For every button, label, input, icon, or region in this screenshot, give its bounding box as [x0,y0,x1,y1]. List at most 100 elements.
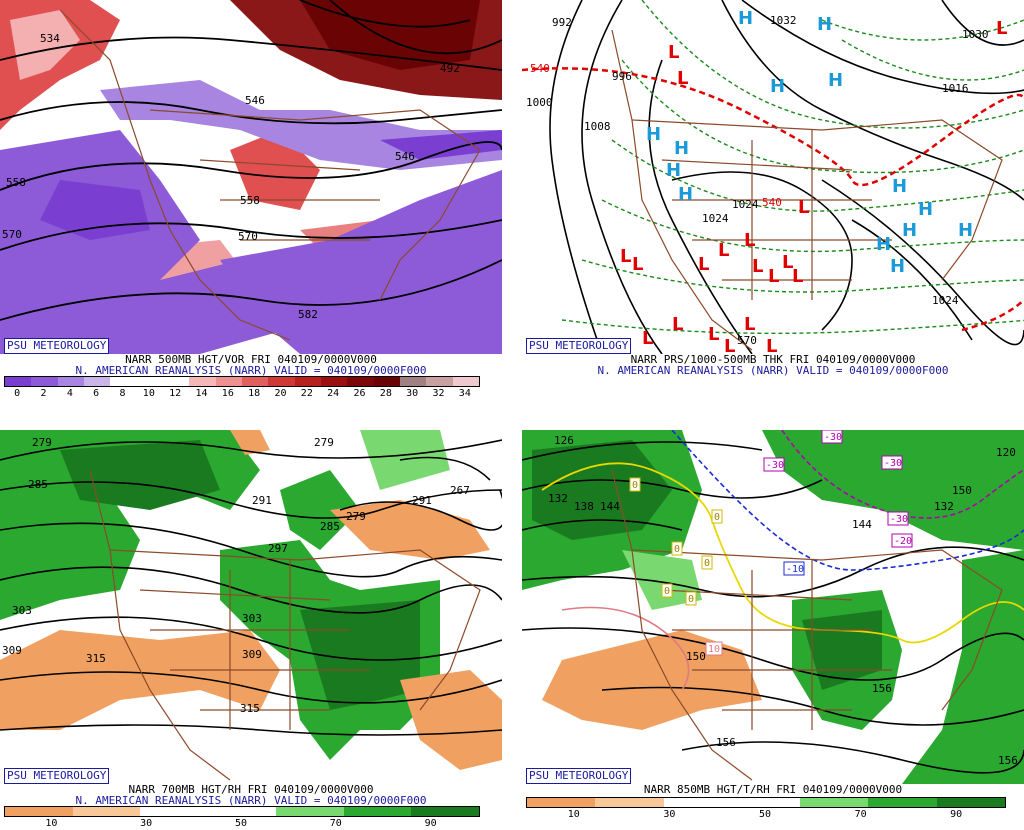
low-pressure-mark: L [620,246,631,267]
colorbar-swatch [343,807,412,816]
panel-caption: NARR PRS/1000-500MB THK FRI 040109/0000V… [630,353,916,366]
colorbar-tick: 70 [329,818,342,829]
high-pressure-mark: H [817,14,832,35]
temp-label: -20 [894,536,912,547]
low-pressure-mark: L [698,254,709,275]
colorbar-swatch [294,377,321,386]
contour-label: 279 [346,510,366,523]
colorbar-swatch [275,807,344,816]
low-pressure-mark: L [744,314,755,335]
contour-label: 315 [240,702,260,715]
colorbar-swatch [162,377,190,386]
contour-label: 492 [440,62,460,75]
contour-label: 1008 [584,120,611,133]
contour-label: 309 [2,644,22,657]
pressure-labels: 992 1032 1000 1008 1024 1024 1024 540 54… [526,14,989,347]
temp-label: 0 [674,544,680,555]
coastlines [611,469,1003,781]
low-pressure-mark: L [792,266,803,287]
colorbar-tick: 8 [119,388,126,399]
contour-label: 285 [28,478,48,491]
temp-label: 0 [714,512,720,523]
contour-labels: 534 492 546 558 558 570 582 570 546 [2,32,460,321]
temp-label: 0 [664,586,670,597]
psu-meteorology-badge: PSU METEOROLOGY [4,768,110,784]
contour-label: 546 [245,94,265,107]
temp-label-box: -30 [887,511,909,526]
colorbar-swatch [268,377,295,386]
low-pressure-mark: L [677,68,688,89]
colorbar-tick: 30 [406,388,419,399]
contour-label: 144 [852,518,872,531]
temp-label-box: 10 [705,641,723,656]
psu-meteorology-badge: PSU METEOROLOGY [4,338,110,354]
contour-labels: 279 279 285 291 297 303 309 315 303 309 … [2,436,470,715]
panel-subcaption: N. AMERICAN REANALYSIS (NARR) VALID = 04… [75,364,427,377]
temp-label: 0 [688,594,694,605]
coastlines [89,469,481,781]
colorbar-swatch [663,798,732,807]
colorbar-tick: 24 [327,388,340,399]
colorbar-swatch [189,377,216,386]
colorbar-tick: 32 [432,388,445,399]
map-pressure-thickness: 992 1032 1000 1008 1024 1024 1024 540 54… [522,0,1024,354]
contour-label: 132 [934,500,954,513]
colorbar-tick: 6 [93,388,100,399]
colorbar-swatch [320,377,348,386]
psu-meteorology-badge: PSU METEOROLOGY [526,768,632,784]
contour-label: 1024 [732,198,759,211]
contour-label: 1024 [932,294,959,307]
coastlines [59,9,481,341]
temp-label-box: -10 [783,561,805,576]
colorbar-swatch [868,798,937,807]
high-pressure-mark: H [678,184,693,205]
colorbar-swatch [5,807,73,816]
temp-label-box: 0 [671,541,683,556]
contour-label: 582 [298,308,318,321]
colorbar-tick: 50 [234,818,248,829]
colorbar-swatch [57,377,84,386]
colorbar-swatch [399,377,427,386]
low-pressure-mark: L [744,230,755,251]
temp-label: 10 [708,644,720,655]
panel-850mb-temp-humidity: 126 132 138 144 150 156 156 156 120 132 … [522,430,1024,824]
colorbar-tick: 70 [854,809,867,820]
contour-label: 558 [6,176,26,189]
colorbar-tick: 10 [567,809,580,820]
temp-label-box: -30 [881,455,903,470]
high-pressure-mark: H [666,160,681,181]
low-pressure-mark: L [642,328,653,349]
contour-label: 279 [32,436,52,449]
temp-label-box: -30 [821,430,843,444]
temp-label: -30 [884,458,902,469]
temp-label-box: 0 [629,477,641,492]
contour-label: 558 [240,194,260,207]
colorbar-swatch [83,377,111,386]
contour-label: 1024 [702,212,729,225]
temp-label: -30 [766,460,784,471]
colorbar-tick: 14 [195,388,208,399]
colorbar-swatch [347,377,374,386]
contour-label: 291 [412,494,432,507]
colorbar-swatch [208,807,276,816]
contour-label: 303 [242,612,262,625]
colorbar-swatch [5,377,32,386]
contour-label: 156 [872,682,892,695]
high-pressure-mark: H [958,220,973,241]
thickness-570-line [961,299,1024,332]
contour-label: 315 [86,652,106,665]
panel-caption: NARR 500MB HGT/VOR FRI 040109/0000V000 [125,353,377,366]
coastlines [611,29,1003,351]
low-pressure-mark: L [718,240,729,261]
low-pressure-mark: L [766,336,777,354]
colorbar-swatch [215,377,242,386]
high-pressure-mark: H [828,70,843,91]
temp-label-box: 0 [701,555,713,570]
colorbar [4,376,480,387]
panel-700mb-humidity: 279 279 285 291 297 303 309 315 303 309 … [0,430,502,829]
low-pressure-mark: L [672,314,683,335]
colorbar-tick: 4 [66,388,73,399]
contour-label: 138 [574,500,594,513]
contour-label: 540 [530,62,550,75]
colorbar-swatch [936,798,1005,807]
